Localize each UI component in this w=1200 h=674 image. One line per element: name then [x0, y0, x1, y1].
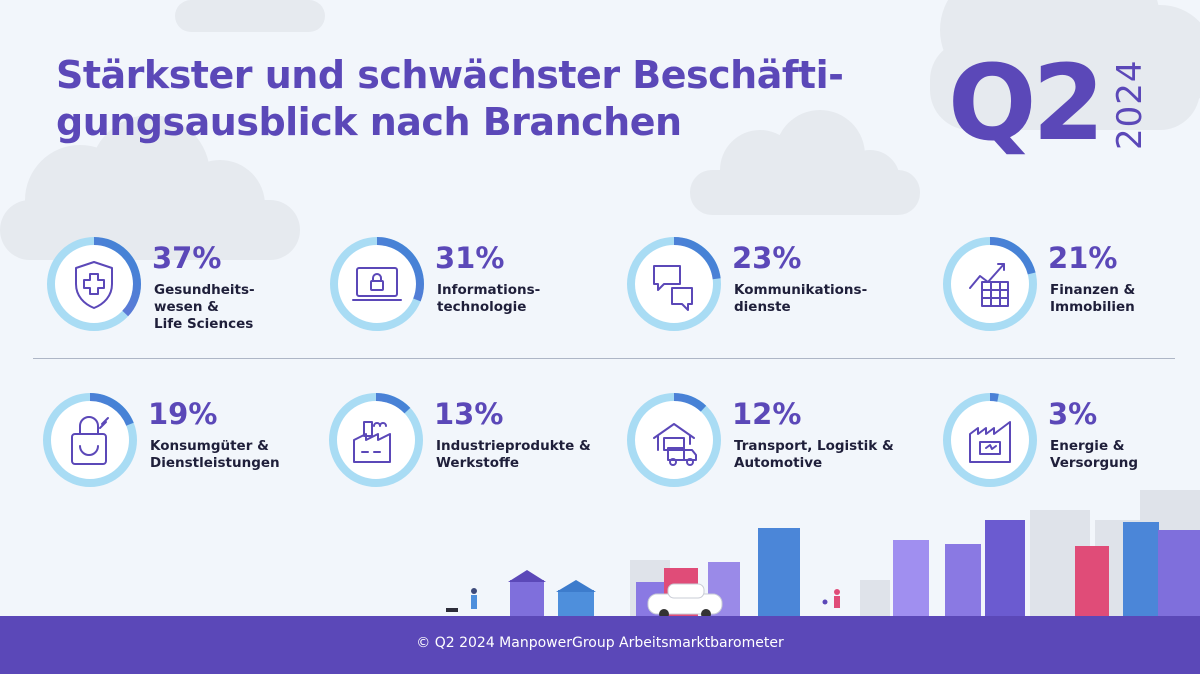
sector-card: 19% Konsumgüter & Dienstleistungen: [42, 392, 312, 492]
footer-bar: © Q2 2024 ManpowerGroup Arbeitsmarktbaro…: [0, 616, 1200, 674]
sector-card: 31% Informations- technologie: [329, 236, 599, 336]
ring-progress: [329, 393, 423, 487]
sector-card: 23% Kommunikations- dienste: [626, 236, 896, 336]
sector-percent: 37%: [152, 241, 222, 275]
year-label: 2024: [1110, 59, 1150, 150]
ring-progress: [47, 237, 141, 331]
sector-label: Kommunikations- dienste: [734, 282, 868, 315]
ring-track: [627, 393, 721, 487]
finance-chart-icon: [969, 263, 1009, 307]
sector-percent: 3%: [1048, 397, 1098, 431]
sector-percent: 21%: [1048, 241, 1118, 275]
power-plant-icon: [969, 421, 1011, 463]
sector-percent: 31%: [435, 241, 505, 275]
ring-progress: [627, 237, 721, 331]
sector-label: Gesundheits- wesen & Life Sciences: [154, 282, 255, 332]
progress-ring: [43, 393, 137, 487]
footer-copyright: © Q2 2024 ManpowerGroup Arbeitsmarktbaro…: [416, 635, 784, 651]
page-title: Stärkster und schwächster Beschäfti- gun…: [56, 53, 844, 144]
shield-cross-icon: [75, 261, 113, 309]
ring-progress: [43, 393, 137, 487]
progress-ring: [47, 237, 141, 331]
sector-label: Industrieprodukte & Werkstoffe: [436, 438, 591, 471]
sector-label: Energie & Versorgung: [1050, 438, 1139, 471]
sector-label: Transport, Logistik & Automotive: [734, 438, 894, 471]
laptop-lock-icon: [352, 267, 402, 301]
sector-label: Informations- technologie: [437, 282, 541, 315]
sector-card: 12% Transport, Logistik & Automotive: [626, 392, 896, 492]
sector-label: Konsumgüter & Dienstleistungen: [150, 438, 280, 471]
divider: [33, 358, 1175, 359]
truck-warehouse-icon: [653, 423, 697, 466]
chat-bubbles-icon: [653, 265, 693, 311]
ring-progress: [330, 237, 424, 331]
progress-ring: [627, 393, 721, 487]
progress-ring: [943, 393, 1037, 487]
sector-percent: 23%: [732, 241, 802, 275]
factory-icon: [353, 421, 391, 463]
cityscape: [446, 520, 1200, 619]
sector-percent: 19%: [148, 397, 218, 431]
sector-label: Finanzen & Immobilien: [1050, 282, 1136, 315]
progress-ring: [943, 237, 1037, 331]
ring-track: [943, 393, 1037, 487]
sector-card: 13% Industrieprodukte & Werkstoffe: [328, 392, 598, 492]
progress-ring: [627, 237, 721, 331]
quarter-label: Q2: [948, 42, 1105, 164]
sector-percent: 12%: [732, 397, 802, 431]
ring-progress: [943, 393, 1037, 487]
sector-card: 37% Gesundheits- wesen & Life Sciences: [46, 236, 316, 336]
ring-progress: [943, 237, 1037, 331]
shopping-bag-icon: [71, 416, 109, 465]
sector-card: 21% Finanzen & Immobilien: [942, 236, 1200, 336]
sector-percent: 13%: [434, 397, 504, 431]
ring-progress: [627, 393, 721, 487]
progress-ring: [329, 393, 423, 487]
progress-ring: [330, 237, 424, 331]
cloud-decoration: [0, 0, 1200, 260]
sector-card: 3% Energie & Versorgung: [942, 392, 1200, 492]
